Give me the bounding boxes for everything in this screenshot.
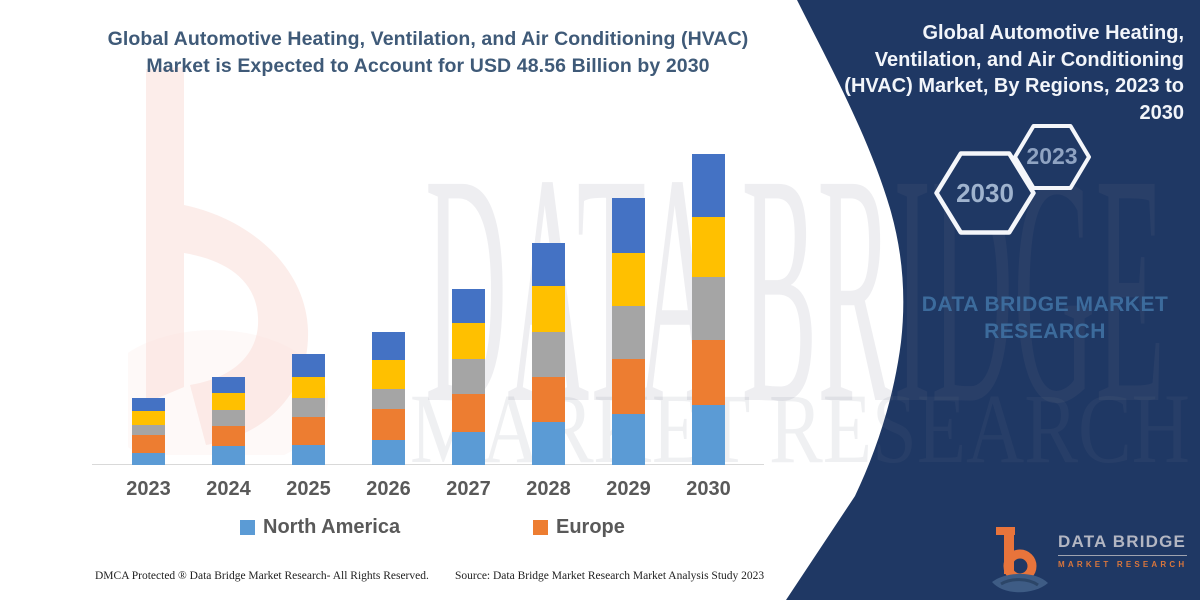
- brand-words-line2: RESEARCH: [984, 320, 1106, 344]
- x-axis-label-2027: 2027: [446, 478, 491, 500]
- bar-segment-2026-North America: [372, 440, 405, 465]
- brand-words-line1: DATA BRIDGE MARKET: [921, 293, 1169, 316]
- bar-segment-2023-Europe: [132, 434, 165, 454]
- footer-source-text: Source: Data Bridge Market Research Mark…: [455, 570, 765, 582]
- bar-segment-2024-North America: [212, 445, 245, 465]
- bar-segment-2023-North America: [132, 453, 165, 465]
- bar-segment-2024-series3: [212, 409, 245, 426]
- bar-segment-2030-Europe: [692, 340, 725, 406]
- legend-item-north-america: North America: [240, 516, 400, 539]
- hexagon-2023: 2023: [1013, 124, 1091, 190]
- bar-segment-2025-series3: [292, 398, 325, 417]
- stacked-bar-2024: [212, 377, 245, 465]
- bar-segment-2023-series4: [132, 410, 165, 425]
- bar-segment-2029-series5: [612, 197, 645, 254]
- stacked-bar-2026: [372, 332, 405, 465]
- logo-brand-text: DATA BRIDGE: [1058, 532, 1188, 556]
- bar-segment-2026-series4: [372, 360, 405, 389]
- bar-segment-2024-series4: [212, 393, 245, 410]
- bar-segment-2028-series5: [532, 243, 565, 286]
- x-axis-label-2024: 2024: [206, 478, 251, 500]
- legend-label-north-america: North America: [263, 516, 401, 538]
- hexagon-2023-label: 2023: [1026, 143, 1077, 169]
- bar-segment-2030-North America: [692, 405, 725, 465]
- footer-dmca-text: DMCA Protected ® Data Bridge Market Rese…: [95, 570, 429, 582]
- bar-segment-2029-North America: [612, 413, 645, 465]
- bar-segment-2026-series5: [372, 332, 405, 360]
- bar-segment-2030-series4: [692, 216, 725, 277]
- bar-segment-2029-series3: [612, 305, 645, 359]
- bar-segment-2023-series5: [132, 398, 165, 411]
- x-axis-label-2028: 2028: [526, 478, 571, 500]
- bar-segment-2026-Europe: [372, 408, 405, 441]
- bar-segment-2024-series5: [212, 377, 245, 394]
- stacked-bar-2028: [532, 243, 565, 465]
- hexagon-2030: 2030: [934, 151, 1036, 235]
- bar-segment-2030-series3: [692, 276, 725, 341]
- stacked-bar-2029: [612, 197, 645, 465]
- bar-segment-2028-series3: [532, 332, 565, 378]
- bar-segment-2027-Europe: [452, 393, 485, 433]
- bar-segment-2025-series5: [292, 353, 325, 377]
- bar-segment-2023-series3: [132, 424, 165, 435]
- bar-segment-2028-Europe: [532, 377, 565, 423]
- stacked-bar-2030: [692, 154, 725, 465]
- bar-segment-2028-North America: [532, 422, 565, 465]
- chart-title-line2: Market is Expected to Account for USD 48…: [146, 55, 710, 77]
- bar-segment-2024-Europe: [212, 425, 245, 446]
- bar-segment-2030-series5: [692, 154, 725, 217]
- logo-sub-text: MARKET RESEARCH: [1058, 560, 1188, 569]
- bar-segment-2027-series3: [452, 359, 485, 394]
- europe-swatch-icon: [533, 520, 548, 535]
- legend-item-europe: Europe: [533, 516, 625, 539]
- bar-segment-2029-Europe: [612, 358, 645, 414]
- stacked-bar-2025: [292, 353, 325, 465]
- bar-segment-2029-series4: [612, 253, 645, 306]
- chart-title-line1: Global Automotive Heating, Ventilation, …: [107, 28, 749, 50]
- chart-title: Global Automotive Heating, Ventilation, …: [88, 26, 768, 80]
- bar-segment-2025-North America: [292, 445, 325, 465]
- bar-segment-2025-series4: [292, 376, 325, 399]
- databridge-b-icon: [992, 527, 1048, 593]
- right-panel-title: Global Automotive Heating, Ventilation, …: [844, 22, 1184, 124]
- x-axis-label-2030: 2030: [686, 478, 731, 500]
- bar-segment-2027-series4: [452, 322, 485, 360]
- brand-watermark-words: DATA BRIDGE MARKET RESEARCH: [880, 291, 1200, 346]
- stacked-bar-2027: [452, 288, 485, 465]
- x-axis-line: [92, 464, 764, 465]
- hexagon-2030-label: 2030: [956, 178, 1014, 208]
- bar-segment-2026-series3: [372, 388, 405, 409]
- bar-segment-2027-series5: [452, 288, 485, 323]
- legend-label-europe: Europe: [556, 516, 625, 538]
- x-axis-label-2026: 2026: [366, 478, 411, 500]
- bar-segment-2027-North America: [452, 432, 485, 465]
- north-america-swatch-icon: [240, 520, 255, 535]
- x-axis-label-2023: 2023: [126, 478, 171, 500]
- bar-segment-2028-series4: [532, 285, 565, 333]
- stacked-bar-2023: [132, 398, 165, 465]
- x-axis-label-2025: 2025: [286, 478, 331, 500]
- bar-segment-2025-Europe: [292, 416, 325, 446]
- databridge-logo: DATA BRIDGE MARKET RESEARCH: [992, 521, 1188, 595]
- x-axis-label-2029: 2029: [606, 478, 651, 500]
